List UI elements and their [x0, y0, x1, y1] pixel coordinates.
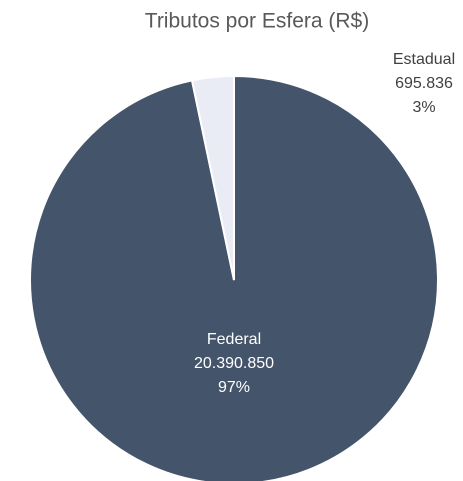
- slice-percent-label: 97%: [218, 379, 250, 396]
- slice-value-label: 20.390.850: [194, 355, 274, 372]
- slice-category-label: Federal: [207, 331, 261, 348]
- chart-title: Tributos por Esfera (R$): [145, 10, 369, 33]
- slice-category-label: Estadual: [393, 51, 455, 68]
- pie-slice: [190, 74, 235, 281]
- pie: [29, 74, 439, 481]
- slice-value-label: 695.836: [395, 75, 453, 92]
- slice-percent-label: 3%: [412, 99, 435, 116]
